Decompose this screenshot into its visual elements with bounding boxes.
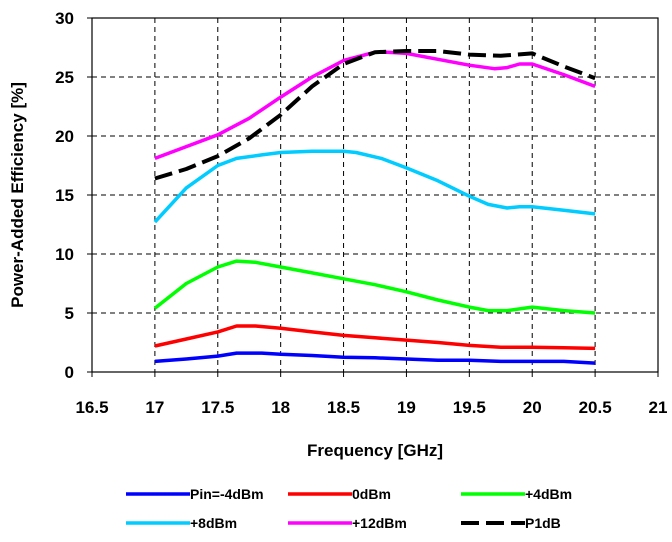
- x-tick-label: 18.5: [327, 398, 360, 417]
- legend: Pin=-4dBm 0dBm +4dBm +8dBm +12dBm P1dB: [126, 486, 572, 531]
- x-tick-label: 19: [397, 398, 416, 417]
- y-axis-title: Power-Added Efficiency [%]: [8, 82, 27, 308]
- series-line-0: [154, 351, 596, 365]
- y-tick-label: 30: [55, 9, 74, 28]
- axis-ticks: 16.5 17 17.5 18 18.5 19 19.5 20 20.5 21 0 5 10 15 20 25…: [55, 9, 667, 417]
- x-tick-label: 17: [145, 398, 164, 417]
- y-tick-label: 0: [65, 363, 74, 382]
- series-line-1: [154, 324, 596, 351]
- y-tick-label: 20: [55, 127, 74, 146]
- x-tick-label: 20: [523, 398, 542, 417]
- legend-label-3: +8dBm: [190, 515, 237, 531]
- legend-label-2: +4dBm: [525, 486, 572, 502]
- x-axis-title: Frequency [GHz]: [307, 441, 443, 460]
- series-lines: [153, 49, 596, 365]
- y-tick-label: 25: [55, 68, 74, 87]
- series-line-4: [154, 50, 596, 161]
- y-tick-label: 5: [65, 304, 74, 323]
- y-tick-label: 10: [55, 245, 74, 264]
- legend-label-0: Pin=-4dBm: [190, 486, 264, 502]
- series-line-3: [153, 149, 596, 224]
- legend-label-1: 0dBm: [352, 486, 391, 502]
- x-tick-label: 18: [271, 398, 290, 417]
- legend-label-5: P1dB: [525, 515, 561, 531]
- y-tick-label: 15: [55, 186, 74, 205]
- x-tick-label: 17.5: [201, 398, 234, 417]
- x-tick-label: 20.5: [579, 398, 612, 417]
- legend-label-4: +12dBm: [352, 515, 407, 531]
- series-line-5: [154, 49, 596, 181]
- x-tick-label: 16.5: [75, 398, 108, 417]
- series-line-2: [153, 259, 596, 315]
- x-tick-label: 21: [649, 398, 668, 417]
- x-tick-label: 19.5: [453, 398, 486, 417]
